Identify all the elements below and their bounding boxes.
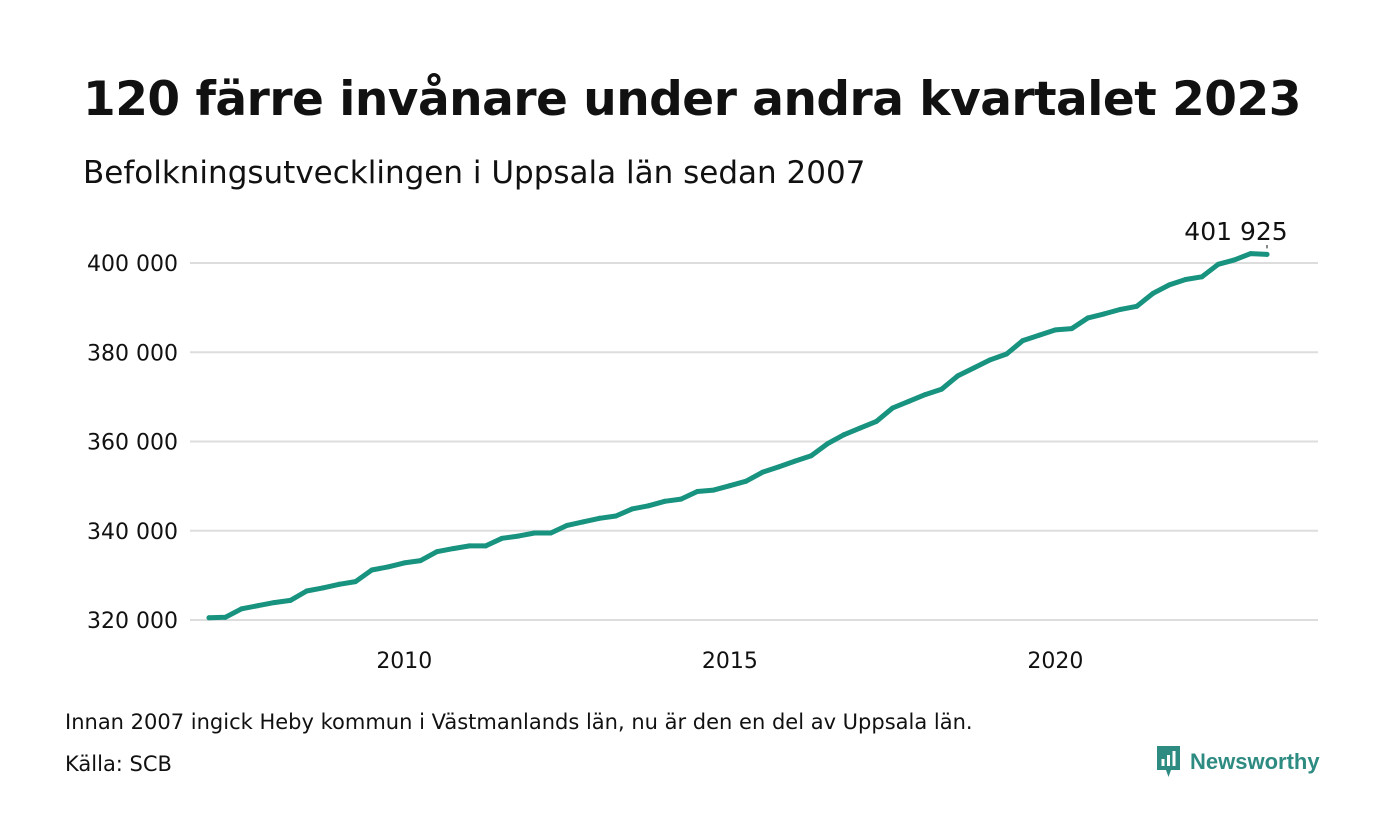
data-point <box>694 488 700 494</box>
data-point <box>255 603 261 609</box>
data-point <box>613 513 619 519</box>
chart-title: 120 färre invånare under andra kvartalet… <box>83 72 1301 127</box>
data-point <box>515 533 521 539</box>
y-axis-tick-labels: 320 000 340 000 360 000 380 000 400 000 <box>87 252 178 634</box>
data-point <box>1020 338 1026 344</box>
data-point <box>890 405 896 411</box>
data-point <box>206 615 212 621</box>
data-point <box>1215 261 1221 267</box>
data-point <box>304 588 310 594</box>
line-chart: 320 000 340 000 360 000 380 000 400 000 2010… <box>87 217 1318 674</box>
data-point <box>1069 326 1075 332</box>
data-point <box>1085 315 1091 321</box>
data-point <box>1166 282 1172 288</box>
data-point <box>239 606 245 612</box>
data-point <box>597 515 603 521</box>
data-point <box>222 614 228 620</box>
footnote: Innan 2007 ingick Heby kommun i Västmanl… <box>65 710 973 734</box>
data-point <box>369 567 375 573</box>
data-point <box>629 506 635 512</box>
y-tick-label: 340 000 <box>87 520 178 545</box>
x-axis-tick-labels: 2010 2015 2020 <box>376 649 1083 674</box>
y-tick-label: 320 000 <box>87 609 178 634</box>
gridlines <box>190 262 1318 621</box>
data-point <box>532 530 538 536</box>
data-point <box>711 487 717 493</box>
data-point <box>1052 327 1058 333</box>
data-point <box>841 432 847 438</box>
data-point <box>678 496 684 502</box>
data-point <box>955 373 961 379</box>
data-point <box>727 483 733 489</box>
brand-name: Newsworthy <box>1190 749 1320 774</box>
y-tick-label: 400 000 <box>87 252 178 277</box>
chart-subtitle: Befolkningsutvecklingen i Uppsala län se… <box>83 155 866 191</box>
data-point <box>1004 351 1010 357</box>
newsworthy-logo-icon <box>1157 746 1180 777</box>
y-tick-label: 380 000 <box>87 341 178 366</box>
data-point <box>1134 303 1140 309</box>
data-point <box>1036 332 1042 338</box>
data-point <box>1231 257 1237 263</box>
data-point <box>287 597 293 603</box>
data-point <box>320 585 326 591</box>
data-point <box>564 522 570 528</box>
data-point <box>1183 277 1189 283</box>
data-point <box>792 458 798 464</box>
data-point <box>1264 251 1270 257</box>
data-point <box>548 530 554 536</box>
data-point <box>450 546 456 552</box>
data-point <box>922 392 928 398</box>
annotation-layer: 401 925 <box>1184 217 1288 249</box>
data-point <box>662 498 668 504</box>
data-point <box>938 386 944 392</box>
annotation-label: 401 925 <box>1184 217 1287 246</box>
data-point <box>873 418 879 424</box>
data-point <box>418 558 424 564</box>
data-point <box>1150 290 1156 296</box>
series-line <box>206 251 1270 621</box>
data-point <box>857 425 863 431</box>
data-point <box>1101 311 1107 317</box>
data-point <box>759 469 765 475</box>
data-point <box>1248 251 1254 257</box>
data-point <box>352 579 358 585</box>
series-line-layer <box>206 251 1270 621</box>
data-point <box>271 600 277 606</box>
data-point <box>466 543 472 549</box>
x-tick-label: 2010 <box>376 649 432 674</box>
data-point <box>1118 306 1124 312</box>
data-point <box>825 441 831 447</box>
data-point <box>808 453 814 459</box>
data-point <box>1199 274 1205 280</box>
x-tick-label: 2020 <box>1027 649 1083 674</box>
source-credit: Källa: SCB <box>65 752 172 776</box>
data-point <box>776 464 782 470</box>
data-point <box>434 549 440 555</box>
data-point <box>483 543 489 549</box>
data-point <box>645 503 651 509</box>
data-point <box>336 581 342 587</box>
data-point <box>743 478 749 484</box>
x-tick-label: 2015 <box>702 649 758 674</box>
data-point <box>971 365 977 371</box>
y-tick-label: 360 000 <box>87 431 178 456</box>
data-point <box>580 519 586 525</box>
data-point <box>499 535 505 541</box>
data-point <box>401 560 407 566</box>
data-point <box>987 357 993 363</box>
data-point <box>906 398 912 404</box>
brand-logo: Newsworthy <box>1155 744 1320 780</box>
data-point <box>385 564 391 570</box>
